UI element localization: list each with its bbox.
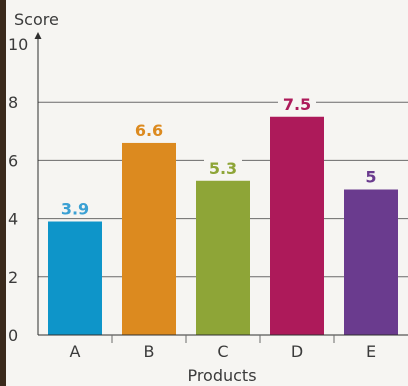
x-tick-label-D: D <box>291 342 303 361</box>
axes <box>34 32 408 343</box>
x-tick-label-B: B <box>144 342 155 361</box>
y-axis-arrow <box>34 32 42 39</box>
value-label-C: 5.3 <box>209 159 237 178</box>
bar-B <box>122 142 176 335</box>
bar-D <box>270 116 324 335</box>
x-tick-label-A: A <box>70 342 81 361</box>
y-tick-label-0: 0 <box>8 326 18 345</box>
value-label-bg-D <box>278 94 316 113</box>
y-tick-label-6: 6 <box>8 151 18 170</box>
x-axis-title: Products <box>187 366 256 385</box>
value-label-A: 3.9 <box>61 200 89 219</box>
y-tick-label-10: 10 <box>8 35 28 54</box>
value-label-bg-B <box>130 120 168 139</box>
value-label-D: 7.5 <box>283 95 311 114</box>
bar-C <box>196 180 250 335</box>
x-tick-label-C: C <box>217 342 228 361</box>
bar-A <box>48 221 102 335</box>
x-tick-label-E: E <box>366 342 376 361</box>
value-label-E: 5 <box>365 168 376 187</box>
value-label-B: 6.6 <box>135 121 163 140</box>
y-tick-label-4: 4 <box>8 210 18 229</box>
y-axis-title: Score <box>14 10 59 29</box>
y-tick-label-8: 8 <box>8 93 18 112</box>
value-label-bg-E <box>362 167 380 186</box>
y-tick-label-2: 2 <box>8 268 18 287</box>
value-label-bg-C <box>204 158 242 177</box>
labels: 0 2 4 6 8 10 3.9 6.6 5.3 7.5 5 A B C D E <box>8 35 380 361</box>
bar-E <box>344 189 398 335</box>
value-label-bg-A <box>56 199 94 218</box>
bars <box>48 116 398 335</box>
